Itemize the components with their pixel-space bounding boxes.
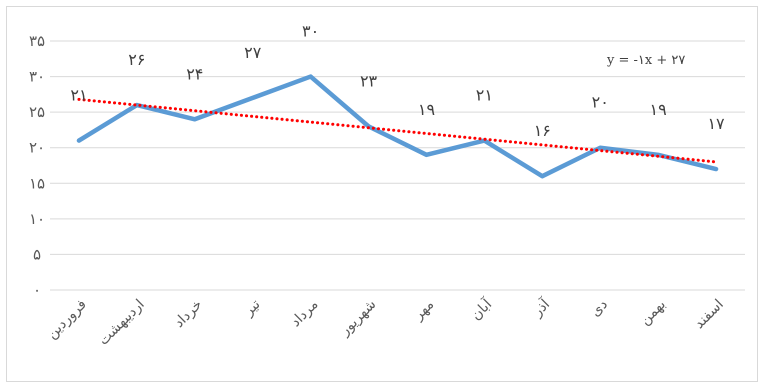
series-layer — [76, 74, 719, 179]
x-tick-label: دی — [588, 297, 611, 320]
y-tick-label: ۱۵ — [29, 174, 45, 192]
trendline-equation: y = -۱x + ۲۷ — [606, 53, 685, 68]
chart-area: ۰ ۵ ۱۰ ۱۵ ۲۰ ۲۵ ۳۰ ۳۵ فروردین اردیبهشت خرداد تیر مر… — [6, 6, 758, 382]
y-tick-label: ۲۰ — [29, 139, 45, 157]
data-label: ۳۰ — [302, 22, 319, 41]
y-axis-ticks: ۰ ۵ ۱۰ ۱۵ ۲۰ ۲۵ ۳۰ ۳۵ — [29, 32, 45, 299]
data-label: ۲۴ — [186, 64, 203, 83]
data-label: ۲۰ — [592, 93, 609, 112]
x-tick-label: بهمن — [637, 297, 669, 329]
data-labels: ۲۱ ۲۶ ۲۴ ۲۷ ۳۰ ۲۳ ۱۹ ۲۱ ۱۶ ۲۰ ۱۹ ۱۷ — [70, 22, 725, 141]
data-label: ۲۷ — [244, 43, 262, 62]
trendline — [77, 97, 718, 164]
data-label: ۲۱ — [476, 86, 493, 105]
gridlines — [50, 40, 745, 291]
data-label: ۱۷ — [707, 114, 725, 133]
x-tick-label: فروردین — [44, 297, 90, 343]
y-tick-label: ۲۵ — [29, 103, 45, 121]
x-tick-label: مهر — [410, 297, 437, 324]
y-tick-label: ۰ — [33, 281, 41, 299]
data-label: ۱۹ — [418, 100, 435, 119]
data-label: ۲۳ — [360, 71, 378, 90]
data-label: ۱۹ — [650, 100, 667, 119]
x-tick-label: تیر — [240, 296, 263, 319]
x-tick-label: خرداد — [171, 297, 205, 331]
x-tick-label: مرداد — [288, 297, 322, 331]
y-tick-label: ۵ — [33, 245, 41, 263]
data-label: ۱۶ — [534, 121, 551, 140]
data-label: ۲۱ — [70, 86, 87, 105]
y-tick-label: ۱۰ — [29, 210, 45, 228]
x-tick-label: آذر — [528, 294, 554, 320]
data-label: ۲۶ — [128, 50, 145, 69]
series-line — [76, 74, 719, 179]
x-tick-label: آبان — [467, 294, 496, 323]
x-tick-label: شهریور — [336, 297, 379, 340]
x-tick-label: اسفند — [691, 297, 727, 333]
y-tick-label: ۳۰ — [29, 68, 45, 86]
trendline-layer — [77, 97, 718, 164]
x-tick-label: اردیبهشت — [96, 297, 148, 349]
y-tick-label: ۳۵ — [29, 32, 45, 50]
x-axis-ticks: فروردین اردیبهشت خرداد تیر مرداد شهریور مهر آبا… — [44, 294, 727, 348]
line-chart: ۰ ۵ ۱۰ ۱۵ ۲۰ ۲۵ ۳۰ ۳۵ فروردین اردیبهشت خرداد تیر مر… — [29, 22, 745, 349]
